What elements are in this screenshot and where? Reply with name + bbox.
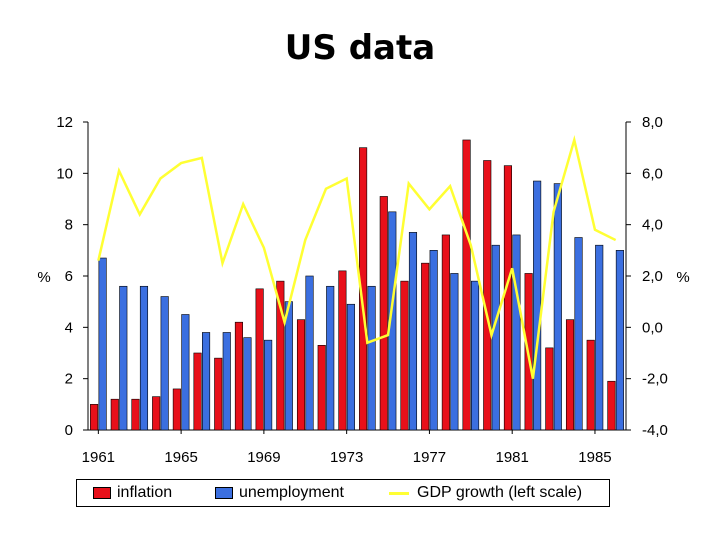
left-tick-label: 10 — [56, 165, 73, 182]
bar-unemployment — [388, 211, 397, 431]
bar-unemployment — [367, 285, 376, 431]
bar-unemployment — [202, 332, 211, 431]
left-axis-label: % — [37, 269, 50, 286]
legend-swatch-inflation — [93, 487, 111, 499]
left-tick-label: 4 — [65, 319, 73, 336]
bar-unemployment — [139, 285, 149, 431]
bar-inflation — [503, 165, 512, 431]
bar-inflation — [379, 196, 388, 431]
bar-unemployment — [574, 237, 583, 431]
legend-item-inflation: inflation — [93, 484, 172, 502]
bar-unemployment — [222, 332, 231, 431]
bar-unemployment — [119, 285, 128, 431]
bar-inflation — [338, 270, 347, 431]
bar-inflation — [400, 280, 409, 431]
bar-inflation — [172, 388, 181, 431]
bar-inflation — [255, 288, 264, 431]
left-tick-label: 6 — [65, 268, 73, 285]
legend-label-unemployment: unemployment — [239, 484, 344, 501]
legend-swatch-gdp-growth — [389, 491, 409, 495]
left-tick-label: 2 — [65, 371, 73, 388]
bar-unemployment — [429, 250, 438, 431]
bar-unemployment — [533, 180, 542, 431]
left-tick-label: 8 — [65, 217, 73, 234]
left-tick-label: 0 — [65, 422, 73, 439]
bar-unemployment — [160, 296, 169, 431]
x-tick-label: 1961 — [82, 449, 115, 466]
right-tick-label: 4,0 — [642, 217, 663, 234]
x-tick-label: 1981 — [496, 449, 529, 466]
bar-inflation — [586, 339, 595, 431]
bar-unemployment — [471, 280, 480, 431]
right-tick-label: -2,0 — [642, 371, 668, 388]
x-tick-label: 1977 — [413, 449, 446, 466]
bar-unemployment — [284, 301, 293, 431]
bar-unemployment — [181, 314, 190, 431]
left-tick-label: 12 — [56, 114, 73, 131]
right-tick-label: 8,0 — [642, 114, 663, 131]
bar-inflation — [421, 262, 430, 431]
bar-unemployment — [98, 257, 107, 431]
chart-title: US data — [284, 28, 436, 68]
bar-inflation — [193, 352, 202, 431]
legend-item-unemployment: unemployment — [215, 484, 344, 502]
bar-unemployment — [512, 234, 521, 431]
bar-inflation — [131, 398, 140, 431]
bar-inflation — [545, 347, 554, 431]
legend-item-gdp-growth: GDP growth (left scale) — [389, 484, 582, 502]
bar-unemployment — [450, 273, 459, 431]
legend-swatch-unemployment — [215, 487, 233, 499]
bar-unemployment — [408, 232, 418, 431]
bar-inflation — [483, 160, 492, 431]
bar-inflation — [607, 380, 616, 431]
bar-unemployment — [305, 275, 314, 431]
bar-unemployment — [264, 339, 273, 431]
bar-inflation — [565, 319, 575, 431]
bar-unemployment — [326, 285, 335, 431]
legend: inflation unemployment GDP growth (left … — [76, 479, 610, 507]
bar-inflation — [276, 280, 285, 431]
line-gdp-growth — [97, 134, 617, 379]
bar-unemployment — [243, 337, 252, 431]
legend-label-inflation: inflation — [117, 484, 173, 501]
bar-inflation — [90, 404, 99, 431]
bar-inflation — [441, 234, 450, 431]
x-tick-label: 1985 — [578, 449, 611, 466]
right-axis-label: % — [676, 269, 689, 286]
right-tick-label: 6,0 — [642, 165, 663, 182]
right-tick-label: -4,0 — [642, 422, 668, 439]
x-tick-label: 1965 — [164, 449, 197, 466]
right-tick-label: 2,0 — [642, 268, 663, 285]
bar-inflation — [296, 319, 306, 431]
bar-unemployment — [346, 303, 355, 431]
bar-inflation — [152, 396, 161, 431]
bar-unemployment — [595, 244, 604, 431]
bar-unemployment — [553, 183, 562, 431]
bar-inflation — [214, 357, 223, 431]
bar-inflation — [462, 139, 471, 431]
legend-label-gdp-growth: GDP growth (left scale) — [417, 484, 583, 501]
bar-inflation — [317, 344, 326, 431]
bar-inflation — [234, 321, 243, 431]
right-tick-label: 0,0 — [642, 319, 663, 336]
x-tick-label: 1969 — [247, 449, 280, 466]
bar-unemployment — [491, 244, 500, 431]
x-tick-label: 1973 — [330, 449, 363, 466]
bar-unemployment — [615, 250, 624, 431]
bar-inflation — [110, 398, 119, 431]
